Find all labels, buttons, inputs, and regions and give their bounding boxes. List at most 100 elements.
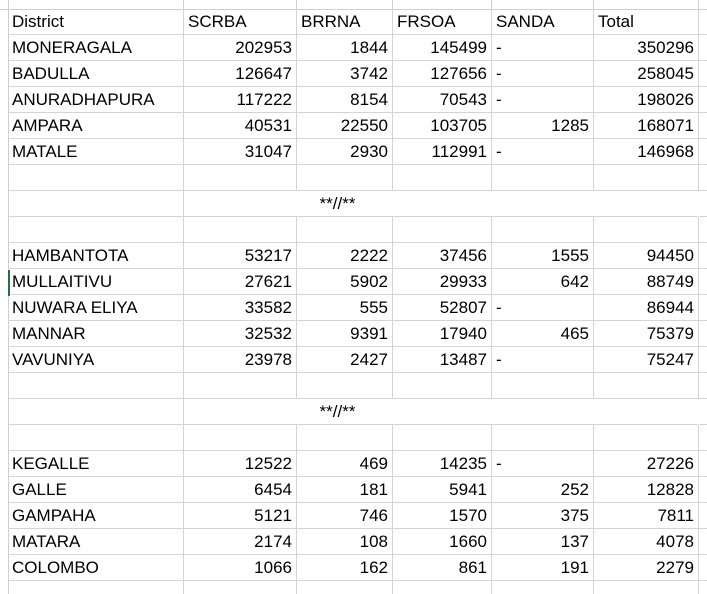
empty-cell[interactable] xyxy=(184,165,297,191)
value-cell[interactable]: - xyxy=(492,295,594,321)
value-cell[interactable]: 17940 xyxy=(393,321,492,347)
district-cell[interactable]: GALLE xyxy=(8,477,184,503)
cell-g[interactable] xyxy=(699,35,707,61)
value-cell[interactable]: 6454 xyxy=(184,477,297,503)
cell-g[interactable] xyxy=(699,451,707,477)
column-header-e[interactable] xyxy=(492,0,594,9)
district-cell[interactable]: MONERAGALA xyxy=(8,35,184,61)
empty-cell[interactable] xyxy=(594,373,699,399)
value-cell[interactable]: 40531 xyxy=(184,113,297,139)
value-cell[interactable]: - xyxy=(492,347,594,373)
empty-cell[interactable] xyxy=(393,425,492,451)
district-cell[interactable]: GAMPAHA xyxy=(8,503,184,529)
value-cell[interactable]: 117222 xyxy=(184,87,297,113)
column-header-c[interactable] xyxy=(297,0,393,9)
cell-g[interactable] xyxy=(699,269,707,295)
district-cell[interactable]: COLOMBO xyxy=(8,555,184,581)
empty-cell[interactable] xyxy=(393,165,492,191)
cell-g[interactable] xyxy=(699,113,707,139)
value-cell[interactable]: 861 xyxy=(393,555,492,581)
district-cell[interactable]: NUWARA ELIYA xyxy=(8,295,184,321)
value-cell[interactable]: 70543 xyxy=(393,87,492,113)
value-cell[interactable]: 168071 xyxy=(594,113,699,139)
cell-g[interactable] xyxy=(699,529,707,555)
value-cell[interactable]: 14235 xyxy=(393,451,492,477)
empty-cell[interactable] xyxy=(594,217,699,243)
empty-cell[interactable] xyxy=(492,425,594,451)
value-cell[interactable]: 52807 xyxy=(393,295,492,321)
value-cell[interactable]: 126647 xyxy=(184,61,297,87)
value-cell[interactable]: 146968 xyxy=(594,139,699,165)
cell-g[interactable] xyxy=(699,477,707,503)
value-cell[interactable]: 31047 xyxy=(184,139,297,165)
value-cell[interactable]: 23978 xyxy=(184,347,297,373)
empty-cell[interactable] xyxy=(492,581,594,594)
value-cell[interactable]: 375 xyxy=(492,503,594,529)
header-cell[interactable]: District xyxy=(8,9,184,35)
empty-cell[interactable] xyxy=(393,581,492,594)
value-cell[interactable]: 1555 xyxy=(492,243,594,269)
cell-g[interactable] xyxy=(699,373,707,399)
value-cell[interactable]: 5941 xyxy=(393,477,492,503)
value-cell[interactable]: 145499 xyxy=(393,35,492,61)
value-cell[interactable]: - xyxy=(492,139,594,165)
value-cell[interactable]: 469 xyxy=(297,451,393,477)
value-cell[interactable]: 103705 xyxy=(393,113,492,139)
empty-cell[interactable] xyxy=(8,373,184,399)
value-cell[interactable]: 112991 xyxy=(393,139,492,165)
value-cell[interactable]: 181 xyxy=(297,477,393,503)
header-cell[interactable]: SANDA xyxy=(492,9,594,35)
value-cell[interactable]: 27621 xyxy=(184,269,297,295)
column-header-f[interactable] xyxy=(594,0,699,9)
district-cell[interactable]: HAMBANTOTA xyxy=(8,243,184,269)
value-cell[interactable]: 9391 xyxy=(297,321,393,347)
value-cell[interactable]: - xyxy=(492,61,594,87)
empty-cell[interactable] xyxy=(184,217,297,243)
empty-cell[interactable] xyxy=(594,581,699,594)
value-cell[interactable]: 350296 xyxy=(594,35,699,61)
value-cell[interactable]: 555 xyxy=(297,295,393,321)
empty-cell[interactable] xyxy=(8,425,184,451)
value-cell[interactable]: 7811 xyxy=(594,503,699,529)
value-cell[interactable]: 746 xyxy=(297,503,393,529)
empty-cell[interactable] xyxy=(492,217,594,243)
district-cell[interactable]: AMPARA xyxy=(8,113,184,139)
header-cell[interactable]: Total xyxy=(594,9,699,35)
separator-cell[interactable] xyxy=(184,191,698,217)
value-cell[interactable]: 12828 xyxy=(594,477,699,503)
value-cell[interactable]: 1285 xyxy=(492,113,594,139)
cell-g[interactable] xyxy=(699,503,707,529)
value-cell[interactable]: 4078 xyxy=(594,529,699,555)
value-cell[interactable]: 13487 xyxy=(393,347,492,373)
cell-g[interactable] xyxy=(699,347,707,373)
empty-cell[interactable] xyxy=(184,373,297,399)
district-cell[interactable]: MATALE xyxy=(8,139,184,165)
value-cell[interactable]: 37456 xyxy=(393,243,492,269)
district-cell[interactable]: ANURADHAPURA xyxy=(8,87,184,113)
cell-g[interactable] xyxy=(699,555,707,581)
cell-g[interactable] xyxy=(699,295,707,321)
value-cell[interactable]: 1844 xyxy=(297,35,393,61)
cell-g[interactable] xyxy=(699,243,707,269)
empty-cell[interactable] xyxy=(393,217,492,243)
empty-cell[interactable] xyxy=(184,425,297,451)
value-cell[interactable]: 22550 xyxy=(297,113,393,139)
cell-g[interactable] xyxy=(699,399,707,425)
value-cell[interactable]: 3742 xyxy=(297,61,393,87)
empty-cell[interactable] xyxy=(8,581,184,594)
cell-g[interactable] xyxy=(699,165,707,191)
cell-g[interactable] xyxy=(699,61,707,87)
empty-cell[interactable] xyxy=(8,165,184,191)
district-cell[interactable]: MULLAITIVU xyxy=(8,269,184,295)
value-cell[interactable]: 191 xyxy=(492,555,594,581)
value-cell[interactable]: 108 xyxy=(297,529,393,555)
cell-g[interactable] xyxy=(699,9,707,35)
empty-cell[interactable] xyxy=(492,373,594,399)
cell-g[interactable] xyxy=(699,139,707,165)
value-cell[interactable]: 32532 xyxy=(184,321,297,347)
value-cell[interactable]: - xyxy=(492,451,594,477)
value-cell[interactable]: - xyxy=(492,35,594,61)
cell-g[interactable] xyxy=(699,191,707,217)
value-cell[interactable]: 198026 xyxy=(594,87,699,113)
district-cell[interactable]: MATARA xyxy=(8,529,184,555)
